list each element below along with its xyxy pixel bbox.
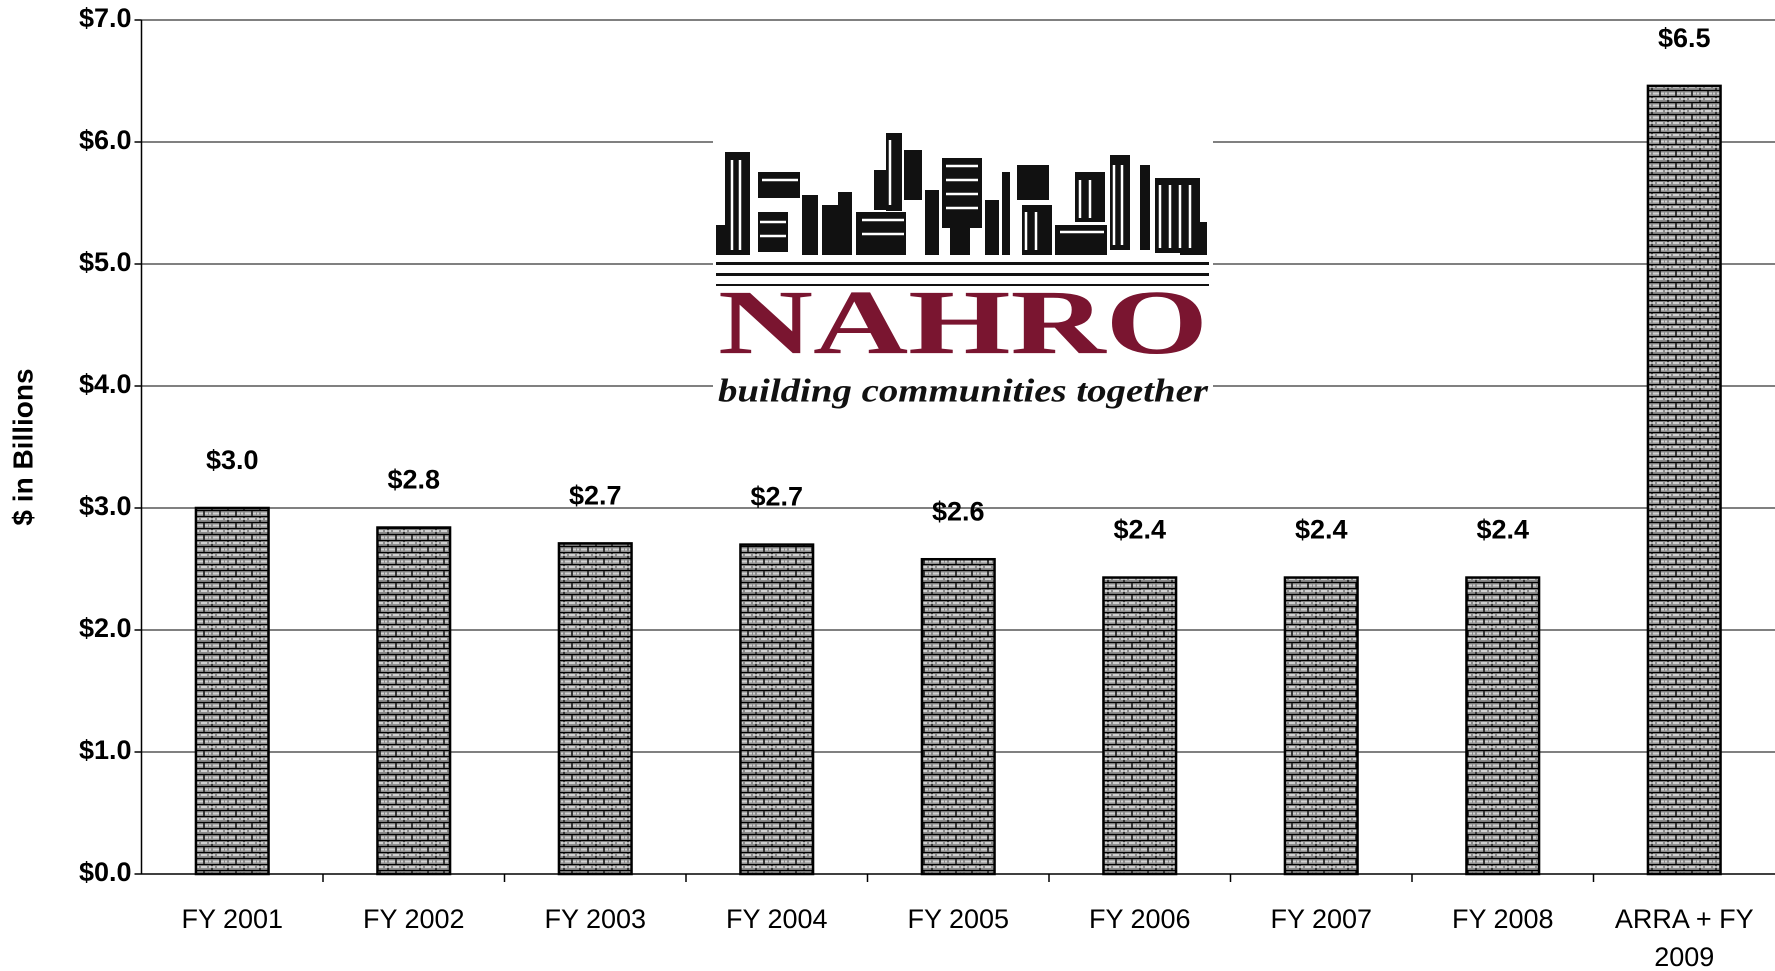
x-tick-label: FY 2007 [1270, 904, 1373, 934]
y-tick-label: $5.0 [79, 247, 132, 277]
bar [376, 526, 452, 876]
x-tick-label: FY 2005 [907, 904, 1010, 934]
value-label: $2.4 [1476, 515, 1529, 545]
value-label: $2.4 [1113, 515, 1166, 545]
logo-windows [730, 140, 1192, 250]
x-tick-label: FY 2008 [1451, 904, 1554, 934]
value-label: $2.4 [1295, 515, 1348, 545]
bar [1283, 576, 1359, 876]
bar [739, 543, 815, 876]
x-tick-label: FY 2001 [181, 904, 284, 934]
x-tick-label: FY 2002 [362, 904, 465, 934]
y-tick-label: $7.0 [79, 3, 132, 33]
y-tick-label: $2.0 [79, 613, 132, 643]
x-tick-label: ARRA + FY 2009 [1614, 904, 1754, 971]
bar [557, 542, 633, 876]
value-label: $2.6 [932, 496, 985, 526]
bar [1646, 84, 1722, 876]
y-tick-label: $0.0 [79, 857, 132, 887]
logo: NAHRO building communities together [713, 133, 1213, 414]
value-label: $2.8 [387, 465, 440, 495]
logo-skyline [716, 133, 1209, 286]
x-tick-label: FY 2006 [1088, 904, 1191, 934]
value-label: $2.7 [750, 482, 803, 512]
bar [194, 506, 270, 876]
logo-title: NAHRO [718, 271, 1208, 373]
logo-tagline: building communities together [718, 374, 1209, 410]
bar [920, 557, 996, 876]
x-tick-label: FY 2004 [725, 904, 828, 934]
y-tick-label: $1.0 [79, 735, 132, 765]
bars: $3.0 $2.8 $2.7 $2.7 $2.6 $2.4 $2.4 $2.4 $6.5 [194, 23, 1722, 876]
value-label: $2.7 [569, 481, 622, 511]
bar [1102, 576, 1178, 876]
y-axis-label: $ in Billions [7, 368, 38, 525]
value-label: $6.5 [1658, 23, 1711, 53]
bar [1465, 576, 1541, 876]
y-tick-label: $6.0 [79, 125, 132, 155]
x-tick-label: FY 2003 [544, 904, 647, 934]
y-tick-label: $3.0 [79, 491, 132, 521]
value-label: $3.0 [206, 445, 259, 475]
y-tick-label: $4.0 [79, 369, 132, 399]
